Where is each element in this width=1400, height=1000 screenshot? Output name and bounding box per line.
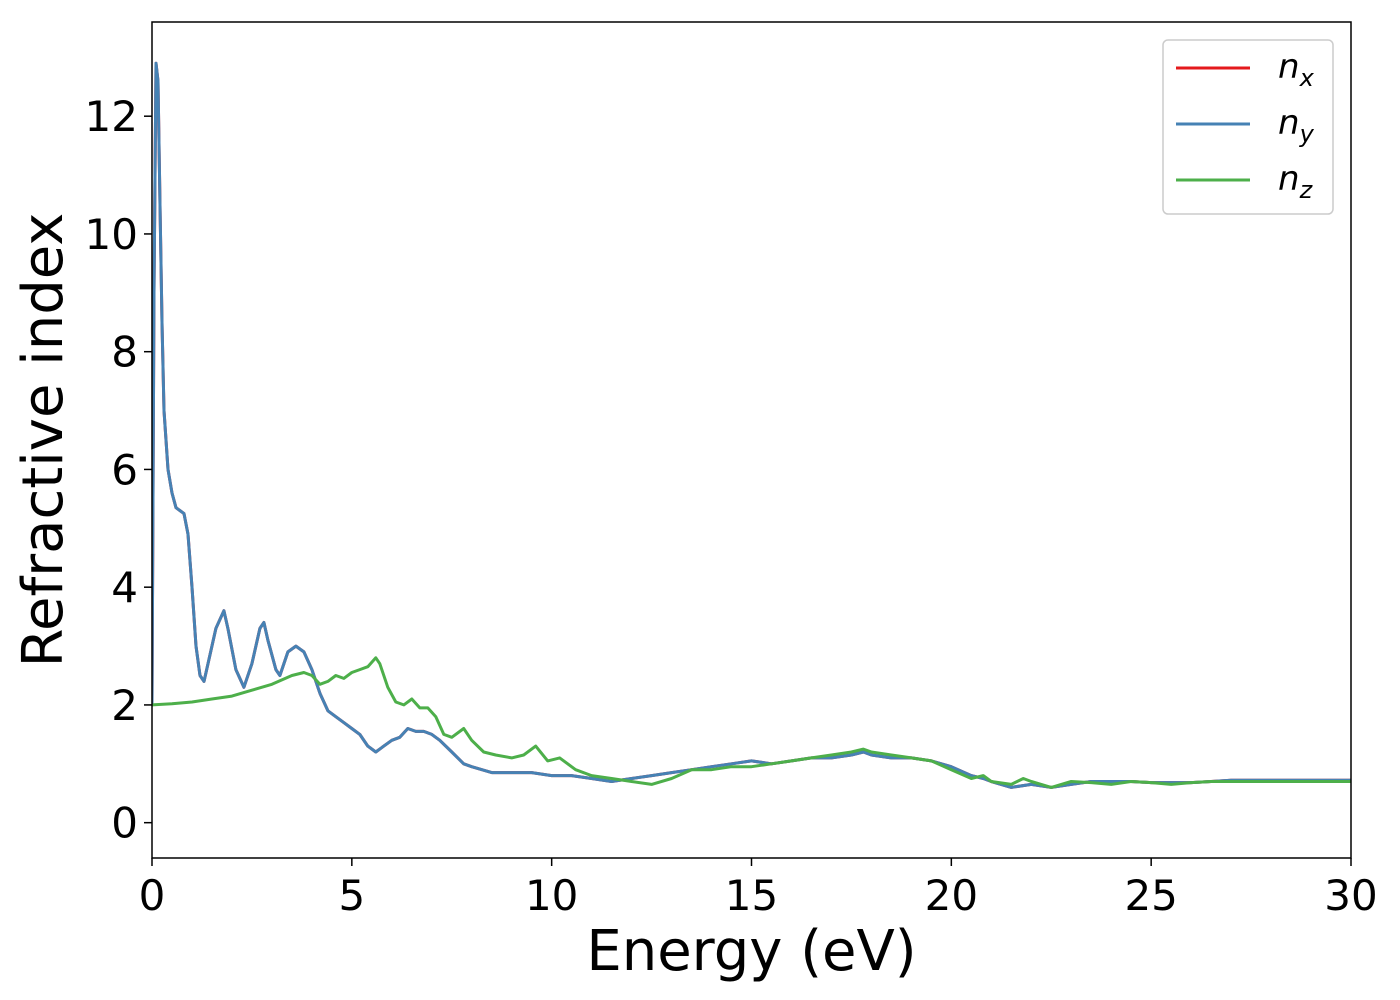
- y-tick-label: 12: [85, 92, 138, 141]
- x-tick-label: 20: [925, 871, 978, 920]
- series-line-nz: [152, 656, 1351, 789]
- series-line-ny: [152, 61, 1351, 789]
- x-tick-label: 0: [139, 871, 166, 920]
- y-tick-label: 10: [85, 210, 138, 259]
- y-tick-label: 0: [111, 799, 138, 848]
- y-tick-label: 6: [111, 445, 138, 494]
- x-tick-label: 15: [725, 871, 778, 920]
- y-tick-label: 4: [111, 563, 138, 612]
- y-tick-label: 8: [111, 328, 138, 377]
- y-axis-ticks: 0 2 4 6 8 10 12: [85, 92, 152, 848]
- x-tick-label: 30: [1324, 871, 1377, 920]
- x-tick-label: 5: [338, 871, 365, 920]
- legend-label-nz: nz: [1278, 159, 1314, 204]
- y-tick-label: 2: [111, 681, 138, 730]
- legend-box: [1162, 39, 1334, 215]
- series-lines: [152, 61, 1351, 789]
- x-tick-label: 25: [1124, 871, 1177, 920]
- x-axis-ticks: 0 5 10 15 20 25 30: [139, 858, 1378, 920]
- x-tick-label: 10: [525, 871, 578, 920]
- y-axis-label: Refractive index: [11, 213, 76, 668]
- x-axis-label: Energy (eV): [586, 919, 916, 984]
